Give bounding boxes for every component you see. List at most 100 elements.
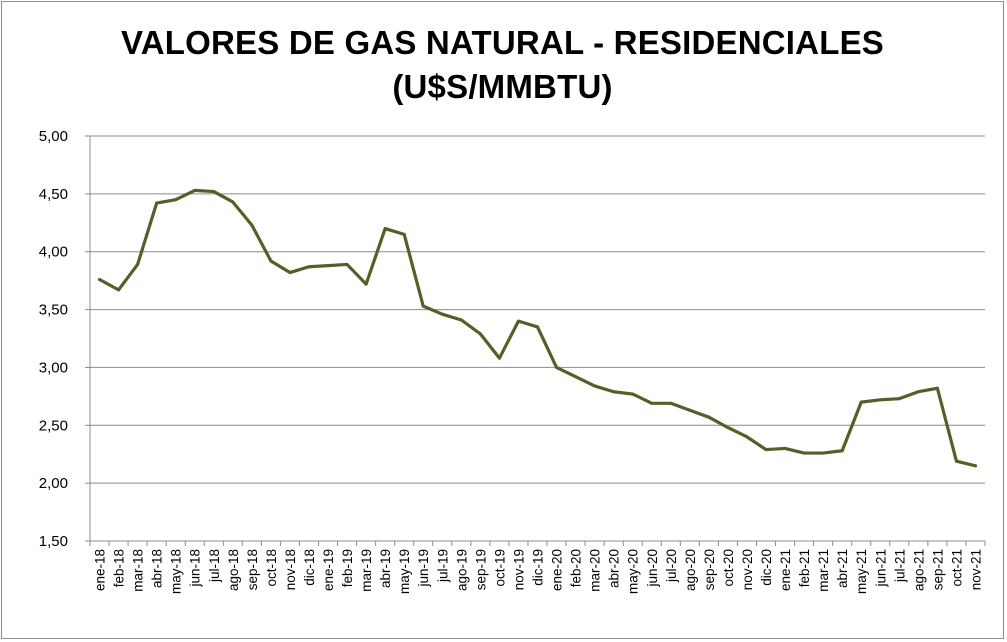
x-tick-label: feb-18: [112, 549, 127, 587]
data-point: [916, 390, 920, 394]
data-point: [269, 259, 273, 263]
x-axis-tick-labels: ene-18 feb-18 mar-18 abr-18 may-18 jun-18 jul-…: [93, 549, 984, 594]
data-point: [136, 262, 140, 266]
x-tick-label: ago-20: [683, 549, 698, 591]
data-point: [98, 277, 102, 281]
data-point: [440, 312, 444, 316]
x-tick-label: may-18: [169, 549, 184, 594]
data-point: [555, 365, 559, 369]
data-point: [650, 401, 654, 405]
x-tick-label: mar-20: [588, 549, 603, 592]
y-tick-label: 1,50: [39, 533, 68, 550]
x-tick-label: jun-21: [873, 549, 888, 588]
y-axis-tick-labels: 1,50 2,00 2,50 3,00 3,50 4,00 4,50 5,00: [39, 128, 68, 550]
x-tick-label: sep-20: [702, 549, 717, 590]
y-tick-label: 5,00: [39, 128, 68, 145]
x-tick-label: jul-21: [892, 549, 907, 583]
data-point: [745, 435, 749, 439]
x-tick-label: may-21: [854, 549, 869, 594]
x-tick-label: jul-19: [435, 549, 450, 583]
x-tick-label: abr-21: [835, 549, 850, 588]
data-point: [631, 392, 635, 396]
data-point: [326, 264, 330, 268]
x-tick-label: ago-18: [226, 549, 241, 591]
y-tick-label: 4,50: [39, 186, 68, 203]
data-point: [536, 325, 539, 329]
y-tick-label: 2,00: [39, 475, 68, 492]
x-tick-label: dic-18: [302, 549, 317, 586]
gridlines: [90, 135, 985, 484]
chart-title: VALORES DE GAS NATURAL - RESIDENCIALES: [121, 24, 884, 61]
y-tick-label: 3,00: [39, 359, 68, 376]
axes: [85, 135, 986, 546]
data-point: [516, 319, 520, 323]
data-point: [288, 271, 292, 275]
x-tick-label: sep-18: [245, 549, 260, 590]
x-tick-label: oct-18: [264, 549, 279, 587]
data-point: [669, 401, 673, 405]
data-point: [707, 415, 711, 419]
x-tick-label: abr-19: [378, 549, 393, 588]
data-point: [117, 288, 121, 292]
x-tick-label: mar-21: [816, 549, 831, 592]
data-point: [478, 332, 482, 336]
x-tick-label: ago-19: [454, 549, 469, 591]
data-point: [402, 232, 406, 236]
x-tick-label: feb-19: [340, 549, 355, 587]
x-tick-label: feb-20: [569, 549, 584, 587]
data-point: [459, 318, 463, 322]
data-point: [840, 449, 844, 453]
data-point: [897, 397, 901, 401]
x-tick-label: oct-21: [949, 549, 964, 587]
data-point: [212, 190, 216, 194]
x-tick-label: abr-20: [607, 549, 622, 588]
data-point: [497, 356, 501, 360]
x-tick-label: ene-20: [550, 549, 565, 591]
data-point: [421, 304, 425, 308]
x-tick-label: ene-18: [93, 549, 108, 591]
x-tick-label: may-19: [397, 549, 412, 594]
x-tick-label: nov-21: [968, 549, 983, 590]
x-tick-label: dic-20: [759, 549, 774, 586]
x-tick-label: jun-19: [416, 549, 431, 588]
x-tick-label: nov-20: [740, 549, 755, 590]
series: [97, 188, 978, 468]
x-tick-label: may-20: [626, 549, 641, 594]
data-point: [593, 384, 597, 388]
data-point: [973, 464, 977, 468]
data-point: [726, 426, 730, 430]
chart-subtitle: (U$S/MMBTU): [392, 68, 613, 105]
data-point: [612, 390, 616, 394]
data-point: [821, 451, 825, 455]
x-tick-label: sep-19: [473, 549, 488, 590]
x-tick-label: jul-18: [207, 549, 222, 583]
x-tick-label: jun-18: [188, 549, 203, 588]
y-tick-label: 3,50: [39, 302, 68, 319]
data-point: [345, 262, 349, 266]
data-point: [878, 398, 882, 402]
data-point: [307, 265, 311, 269]
x-tick-label: sep-21: [930, 549, 945, 590]
data-point: [250, 223, 254, 227]
x-tick-label: nov-19: [511, 549, 526, 590]
x-tick-label: jun-20: [645, 549, 660, 588]
data-point: [174, 198, 178, 202]
data-point: [193, 188, 197, 192]
x-tick-label: nov-18: [283, 549, 298, 590]
x-tick-label: ene-21: [778, 549, 793, 591]
data-point: [383, 227, 387, 231]
y-tick-label: 2,50: [39, 417, 68, 434]
data-point: [935, 386, 939, 390]
x-tick-label: mar-19: [359, 549, 374, 592]
x-tick-label: ago-21: [911, 549, 926, 591]
data-point: [688, 408, 692, 412]
data-point: [802, 451, 806, 455]
data-point: [155, 201, 159, 205]
data-point: [231, 200, 235, 204]
data-point: [764, 448, 768, 452]
data-point: [574, 375, 578, 379]
x-tick-label: jul-20: [664, 549, 679, 583]
x-tick-label: feb-21: [797, 549, 812, 587]
data-point: [783, 446, 787, 450]
